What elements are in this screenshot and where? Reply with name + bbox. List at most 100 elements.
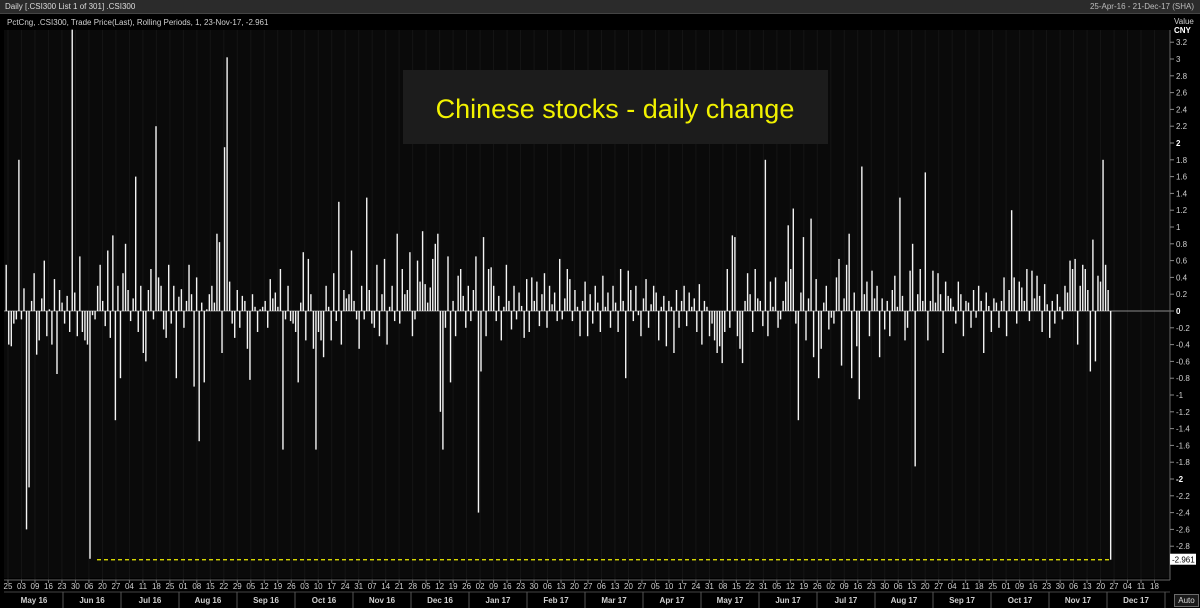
y-tick-label: 1.4 bbox=[1176, 189, 1188, 198]
bar bbox=[96, 285, 99, 311]
x-day-label: 08 bbox=[192, 582, 201, 591]
bar bbox=[607, 292, 609, 311]
bar bbox=[462, 295, 464, 311]
bar bbox=[1099, 281, 1102, 311]
bar bbox=[792, 208, 794, 311]
bar bbox=[531, 277, 533, 311]
x-day-label: 18 bbox=[975, 582, 984, 591]
bar bbox=[8, 311, 10, 345]
bar bbox=[391, 285, 393, 311]
bar bbox=[960, 294, 962, 311]
bar bbox=[41, 298, 43, 311]
bar bbox=[896, 306, 899, 311]
bar bbox=[726, 269, 728, 311]
bar bbox=[132, 298, 134, 311]
bar bbox=[61, 302, 63, 311]
x-day-label: 14 bbox=[381, 582, 390, 591]
bar bbox=[168, 264, 170, 311]
bar bbox=[569, 279, 571, 311]
bar bbox=[924, 172, 927, 311]
bar bbox=[76, 311, 78, 337]
x-day-label: 05 bbox=[772, 582, 781, 591]
y-tick-label: -2.4 bbox=[1176, 509, 1190, 518]
x-month-label: Jul 17 bbox=[835, 596, 858, 605]
bar bbox=[668, 300, 670, 311]
bar bbox=[165, 311, 167, 338]
bar bbox=[289, 311, 292, 322]
x-day-label: 06 bbox=[84, 582, 93, 591]
bar bbox=[876, 285, 878, 311]
bar bbox=[927, 311, 929, 341]
bar bbox=[114, 311, 117, 421]
bar bbox=[386, 311, 388, 345]
x-day-label: 01 bbox=[1002, 582, 1011, 591]
x-day-label: 20 bbox=[624, 582, 633, 591]
bar bbox=[432, 258, 434, 311]
bar bbox=[673, 311, 675, 353]
bar bbox=[117, 285, 119, 311]
x-day-label: 29 bbox=[233, 582, 242, 591]
bar bbox=[708, 311, 711, 337]
auto-scale-button[interactable]: Auto bbox=[1174, 594, 1199, 607]
bar bbox=[287, 285, 289, 311]
bar bbox=[15, 311, 18, 320]
bar bbox=[112, 235, 114, 311]
bar bbox=[980, 300, 982, 311]
bar bbox=[691, 306, 693, 311]
bar bbox=[906, 311, 909, 328]
bar bbox=[609, 311, 612, 328]
bar bbox=[145, 311, 147, 362]
bar bbox=[343, 290, 345, 311]
bar bbox=[967, 302, 970, 311]
bar bbox=[917, 294, 919, 311]
bar bbox=[678, 311, 680, 328]
bar bbox=[800, 292, 802, 311]
bar bbox=[345, 298, 348, 311]
bar bbox=[604, 306, 607, 311]
y-tick-label: -0.2 bbox=[1176, 324, 1190, 333]
bar bbox=[619, 269, 622, 311]
bar bbox=[495, 311, 497, 322]
bar bbox=[1054, 311, 1056, 324]
bar bbox=[485, 311, 487, 337]
bar bbox=[228, 281, 231, 311]
bar bbox=[421, 231, 424, 311]
bar bbox=[805, 311, 807, 341]
bar bbox=[774, 277, 777, 311]
bar bbox=[528, 311, 530, 332]
y-tick-label: -1.6 bbox=[1176, 441, 1190, 450]
bar bbox=[1097, 275, 1099, 311]
bar bbox=[373, 311, 376, 328]
x-day-label: 16 bbox=[1029, 582, 1038, 591]
x-day-labels: 25 03 09 16 23 30 06 20 27 04 11 18 25 01 08 15 22 29 05 12… bbox=[4, 580, 1159, 591]
currency-axis-label: CNY bbox=[1174, 26, 1192, 35]
bar bbox=[592, 311, 594, 324]
bar bbox=[63, 311, 66, 324]
bar bbox=[404, 294, 406, 311]
bar bbox=[46, 311, 48, 337]
y-tick-label: 0.8 bbox=[1176, 240, 1188, 249]
bar bbox=[498, 295, 500, 311]
bar bbox=[586, 311, 589, 337]
bar bbox=[152, 311, 155, 320]
bar bbox=[526, 279, 528, 311]
bar bbox=[363, 311, 365, 320]
bar bbox=[109, 311, 112, 338]
bar bbox=[1005, 311, 1008, 337]
bar bbox=[157, 277, 160, 311]
x-month-label: Oct 16 bbox=[312, 596, 337, 605]
x-day-label: 10 bbox=[314, 582, 323, 591]
bar bbox=[777, 311, 779, 328]
bar bbox=[208, 294, 211, 311]
bar bbox=[759, 300, 761, 311]
bar bbox=[251, 294, 254, 311]
bar bbox=[523, 311, 525, 338]
bar bbox=[762, 311, 764, 327]
bar bbox=[614, 302, 617, 311]
bar bbox=[782, 300, 784, 311]
bar bbox=[543, 273, 546, 311]
bar bbox=[645, 279, 647, 311]
bar bbox=[581, 300, 584, 311]
bar bbox=[322, 311, 325, 358]
x-month-label: Nov 16 bbox=[369, 596, 396, 605]
